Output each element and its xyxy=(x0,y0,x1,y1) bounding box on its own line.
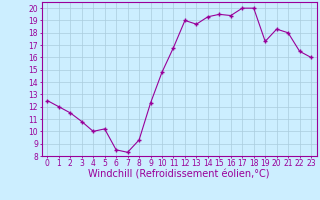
X-axis label: Windchill (Refroidissement éolien,°C): Windchill (Refroidissement éolien,°C) xyxy=(88,170,270,180)
